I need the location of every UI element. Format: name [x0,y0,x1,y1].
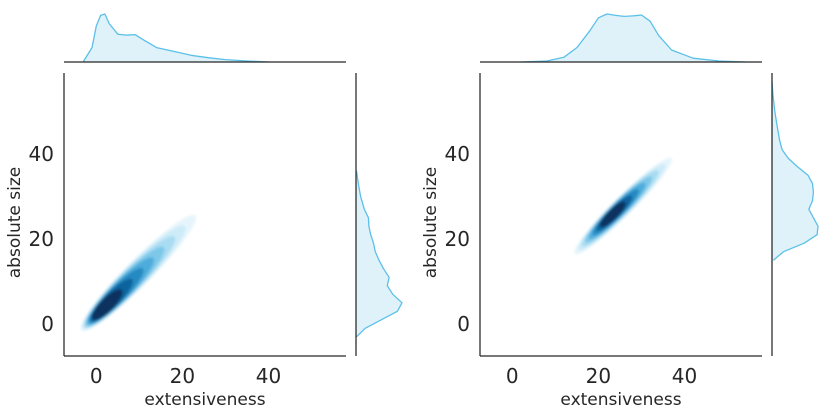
marginal-x-curve [520,13,745,63]
x-tick-label: 20 [170,364,195,388]
x-tick-label: 40 [256,364,281,388]
kde-contour-level [599,201,626,228]
marginal-x-curve [82,13,269,63]
y-tick-label: 0 [41,312,54,336]
y-tick-label: 0 [457,312,470,336]
joint-plot-right: 0 20 40 0 20 40 extensiveness absolute s… [421,13,819,410]
kde-density-right [574,157,673,255]
marginal-x-left [64,13,346,63]
y-tick-label: 40 [29,142,54,166]
marginal-x-right [480,13,762,63]
x-tick-label: 40 [672,364,697,388]
kde-density-left [80,214,197,332]
marginal-y-right [771,73,819,356]
y-tick-label: 40 [445,142,470,166]
marginal-x-fill [83,14,269,62]
y-tick-label: 20 [445,227,470,251]
y-axis-label: absolute size [421,167,441,278]
kde-contour-level [91,289,123,321]
x-axis-label: extensiveness [144,390,265,410]
marginal-y-fill [772,81,818,261]
x-tick-label: 0 [90,364,103,388]
x-tick-label: 20 [586,364,611,388]
marginal-x-fill [520,14,745,62]
marginal-y-fill [356,170,402,337]
joint-plot-left: 0 20 40 0 20 40 extensiveness absolute s… [5,13,403,410]
marginal-y-left [355,73,403,356]
x-axis-label: extensiveness [560,390,681,410]
x-tick-label: 0 [506,364,519,388]
y-tick-label: 20 [29,227,54,251]
marginal-y-curve [771,81,819,261]
marginal-y-curve [355,170,403,338]
y-axis-label: absolute size [5,167,25,278]
